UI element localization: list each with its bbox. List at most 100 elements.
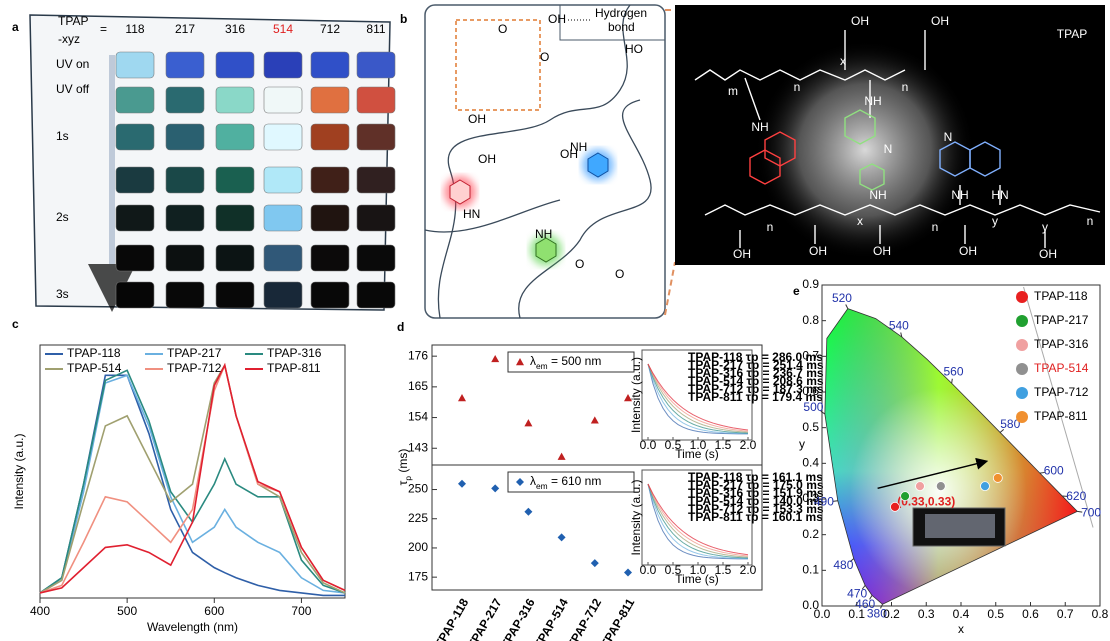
y-tick-label: 0.1	[802, 563, 819, 577]
x-tick-label: TPAP-712	[564, 596, 604, 641]
panel-label: c	[12, 317, 19, 331]
chem-label: OH	[931, 14, 949, 28]
y-axis-label: Intensity (a.u.)	[12, 433, 26, 509]
sample-tile	[216, 205, 254, 231]
sample-tile	[166, 124, 204, 150]
wavelength-label: 600	[1044, 464, 1064, 478]
sample-tile	[311, 282, 349, 308]
sample-tile	[166, 205, 204, 231]
sample-tile	[116, 124, 154, 150]
chem-label: NH	[535, 227, 552, 241]
panel-label: e	[793, 284, 800, 298]
chem-label: HO	[625, 42, 643, 56]
zoom-lines	[665, 10, 675, 315]
y-tick-label: 0.9	[802, 277, 819, 291]
legend-text: TPAP-514	[1034, 361, 1089, 375]
panel-label: d	[397, 320, 404, 334]
sample-tile	[116, 245, 154, 271]
x-tick-label: 0.7	[1057, 607, 1074, 621]
chem-label: O	[540, 50, 549, 64]
legend-text: TPAP-712	[167, 361, 222, 375]
row-label: UV on	[56, 57, 89, 71]
sample-tile	[116, 87, 154, 113]
sample-tile	[311, 124, 349, 150]
data-point	[936, 482, 945, 491]
y-tick-label: 165	[408, 379, 428, 393]
x-tick-label: 0.8	[1092, 607, 1109, 621]
x-tick-label: TPAP-118	[432, 596, 472, 641]
chem-label: N	[944, 130, 953, 144]
glow	[755, 40, 975, 260]
inset-y-label: Intensity (a.u.)	[629, 357, 643, 433]
chem-label: O	[498, 22, 507, 36]
chem-label: HN	[463, 207, 480, 221]
y-tick-label: 154	[408, 410, 428, 424]
chem-label: OH	[809, 244, 827, 258]
data-point	[915, 482, 924, 491]
chem-label: NH	[951, 188, 968, 202]
data-point	[458, 394, 466, 401]
data-point	[558, 533, 566, 541]
x-tick-label: 0.5	[987, 607, 1004, 621]
y-tick-label: 200	[408, 540, 428, 554]
chem-label: y	[992, 214, 998, 228]
data-point	[591, 559, 599, 567]
y-axis-label: y	[799, 437, 805, 451]
legend-text: TPAP-316	[267, 346, 322, 360]
y-tick-label: 0.0	[802, 598, 819, 612]
row-label: UV off	[56, 82, 90, 96]
chem-label: n	[767, 220, 774, 234]
chem-label: x	[840, 54, 846, 68]
sample-code: 316	[225, 22, 245, 36]
chem-label: NH	[570, 140, 587, 154]
sample-tile	[311, 245, 349, 271]
chem-label: OH	[478, 152, 496, 166]
chem-label: m	[728, 84, 738, 98]
legend-text: TPAP-514	[67, 361, 122, 375]
inset-tick-label: 2.0	[740, 563, 757, 577]
sample-tile	[357, 245, 395, 271]
sample-tile	[166, 87, 204, 113]
legend-text: TPAP-217	[167, 346, 222, 360]
data-point	[524, 508, 532, 516]
sample-code: 712	[320, 22, 340, 36]
sample-tile	[264, 282, 302, 308]
x-tick-label: 600	[204, 604, 224, 618]
data-point	[624, 568, 632, 576]
sample-tile	[311, 52, 349, 78]
y-tick-label: 0.5	[802, 420, 819, 434]
inset-text: TPAP-811 τp = 160.1 ms	[688, 510, 823, 524]
x-tick-label: 0.2	[883, 607, 900, 621]
legend-marker	[1016, 363, 1028, 375]
wavelength-label: 520	[832, 291, 852, 305]
x-tick-label: TPAP-316	[498, 596, 538, 641]
data-point	[524, 419, 532, 426]
y-tick-label: 175	[408, 569, 428, 583]
wavelength-label: 500	[803, 400, 823, 414]
sample-tile	[357, 52, 395, 78]
x-tick-label: TPAP-217	[465, 596, 505, 641]
data-point	[458, 480, 466, 488]
chem-label: n	[794, 80, 801, 94]
sample-tile	[264, 205, 302, 231]
inset-y-label: Intensity (a.u.)	[629, 479, 643, 555]
x-tick-label: 0.4	[953, 607, 970, 621]
legend-text: TPAP-811	[1034, 409, 1088, 423]
inset-tick-label: 0.0	[640, 563, 657, 577]
x-tick-label: 0.3	[918, 607, 935, 621]
sample-tile	[166, 282, 204, 308]
chem-label: O	[615, 267, 624, 281]
wavelength-label: 700	[1081, 505, 1101, 519]
chem-label: O	[575, 257, 584, 271]
wavelength-label: 540	[889, 318, 909, 332]
legend-text: TPAP-118	[1034, 289, 1088, 303]
data-point	[901, 492, 910, 501]
row-label: 2s	[56, 210, 69, 224]
sample-tile	[264, 52, 302, 78]
data-point	[558, 453, 566, 460]
legend-marker	[1016, 387, 1028, 399]
y-tick-label: 250	[408, 482, 428, 496]
sample-tile	[357, 167, 395, 193]
chem-label: y	[1042, 220, 1048, 234]
y-tick-label: 0.8	[802, 313, 819, 327]
